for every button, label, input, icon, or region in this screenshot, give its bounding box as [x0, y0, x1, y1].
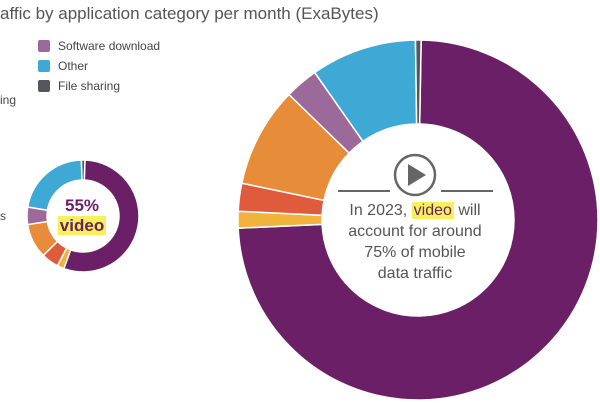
big-donut-annotation: In 2023, video will account for around 7…: [325, 200, 505, 284]
play-icon: [393, 153, 437, 197]
annotation-pre: In 2023,: [349, 202, 412, 219]
chart-title: affic by application category per month …: [0, 4, 379, 23]
legend-item-other: Other: [38, 56, 160, 76]
legend-label: Software download: [58, 39, 161, 53]
legend-item-file-sharing: File sharing: [38, 76, 160, 96]
small-donut-label: 55% video: [52, 196, 112, 236]
small-donut-chart: [26, 159, 140, 273]
slice-video: [237, 39, 599, 401]
legend-swatch: [38, 40, 50, 52]
slice-file-sharing: [414, 39, 422, 125]
annotation-highlight: video: [411, 202, 454, 219]
play-icon-triangle: [408, 164, 426, 186]
legend-label: File sharing: [58, 79, 121, 93]
small-donut-percent: 55%: [64, 196, 100, 215]
small-donut-word: video: [57, 216, 107, 235]
legend-swatch: [38, 60, 50, 72]
legend-swatch: [38, 80, 50, 92]
annotation-line2: account for around: [348, 223, 482, 240]
play-icon-group: [338, 153, 493, 197]
annotation-line3: 75% of mobile: [364, 244, 466, 261]
slice-video: [62, 159, 140, 273]
annotation-post: will: [453, 202, 481, 219]
legend-label: Other: [58, 59, 89, 73]
legend: Software download Other File sharing: [38, 36, 160, 96]
annotation-line4: data traffic: [377, 265, 453, 282]
slice-file-sharing: [80, 159, 86, 181]
legend-item-software-download: Software download: [38, 36, 160, 56]
clipped-label-2: s: [0, 209, 6, 223]
big-donut-chart: [237, 39, 599, 401]
clipped-label-1: ing: [0, 93, 17, 107]
